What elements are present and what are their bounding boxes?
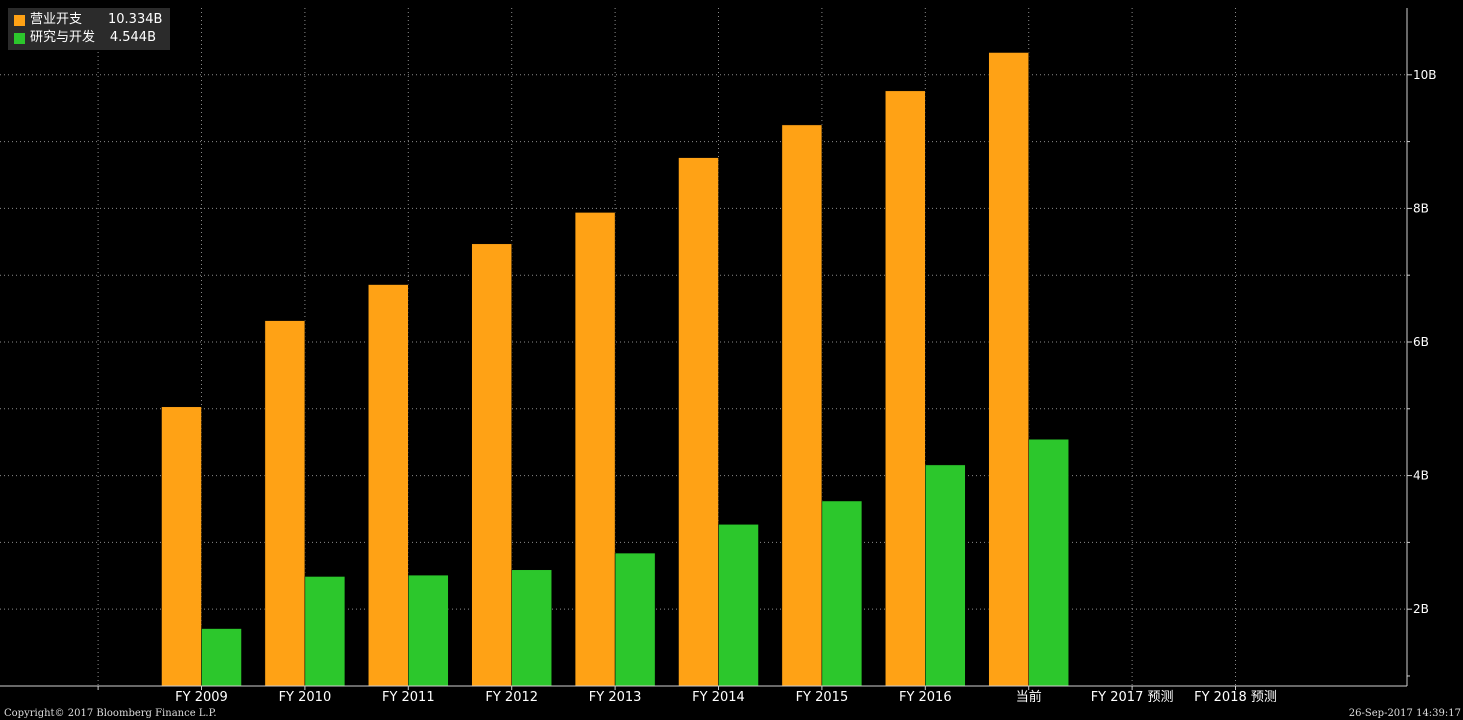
x-tick-label: FY 2012	[485, 690, 538, 705]
y-tick-label: 6B	[1413, 335, 1429, 349]
bar-opex-0	[161, 406, 202, 687]
legend-item-opex: 营业开支 10.334B	[14, 11, 162, 29]
x-tick-label: FY 2009	[175, 690, 228, 705]
x-tick-label: FY 2013	[589, 690, 642, 705]
bar-opex-5	[678, 157, 719, 687]
timestamp-text: 26-Sep-2017 14:39:17	[1348, 708, 1461, 719]
legend-label: 营业开支	[30, 12, 83, 27]
bar-rnd-2	[408, 574, 449, 687]
y-tick-label: 2B	[1413, 602, 1429, 616]
x-tick-label: FY 2011	[382, 690, 435, 705]
bar-rnd-6	[821, 500, 863, 687]
bar-opex-7	[885, 90, 926, 687]
x-tick-label: 当前	[1016, 689, 1042, 705]
y-tick-label: 4B	[1413, 469, 1429, 483]
chart-legend: 营业开支 10.334B 研究与开发 4.544B	[8, 8, 171, 50]
bar-rnd-1	[304, 576, 346, 687]
bar-opex-2	[368, 284, 409, 687]
bar-rnd-0	[201, 628, 242, 687]
copyright-text: Copyright© 2017 Bloomberg Finance L.P.	[4, 708, 217, 719]
x-tick-label: FY 2017 预测	[1091, 690, 1174, 705]
legend-swatch-rnd	[14, 32, 25, 44]
bar-opex-6	[781, 124, 823, 687]
legend-label: 研究与开发	[30, 30, 96, 45]
x-tick-label: FY 2014	[692, 690, 745, 705]
legend-item-rnd: 研究与开发 4.544B	[14, 29, 162, 47]
x-tick-label: FY 2015	[796, 690, 849, 705]
x-tick-label: FY 2016	[899, 690, 952, 705]
legend-value: 10.334B	[108, 12, 163, 27]
x-tick-label: FY 2018 预测	[1194, 690, 1277, 705]
bar-opex-4	[574, 212, 616, 687]
bar-rnd-3	[511, 569, 552, 687]
y-tick-label: 8B	[1413, 201, 1429, 215]
bar-rnd-5	[718, 524, 759, 687]
bar-opex-3	[471, 243, 512, 687]
x-tick-label: FY 2010	[279, 690, 332, 705]
bar-opex-1	[264, 320, 306, 687]
y-tick-label: 10B	[1413, 68, 1437, 82]
bar-rnd-4	[614, 552, 656, 687]
bar-rnd-8	[1028, 438, 1069, 687]
bar-opex-8	[988, 52, 1029, 687]
legend-swatch-opex	[14, 14, 25, 26]
legend-value: 4.544B	[109, 30, 156, 45]
bar-rnd-7	[925, 464, 966, 687]
